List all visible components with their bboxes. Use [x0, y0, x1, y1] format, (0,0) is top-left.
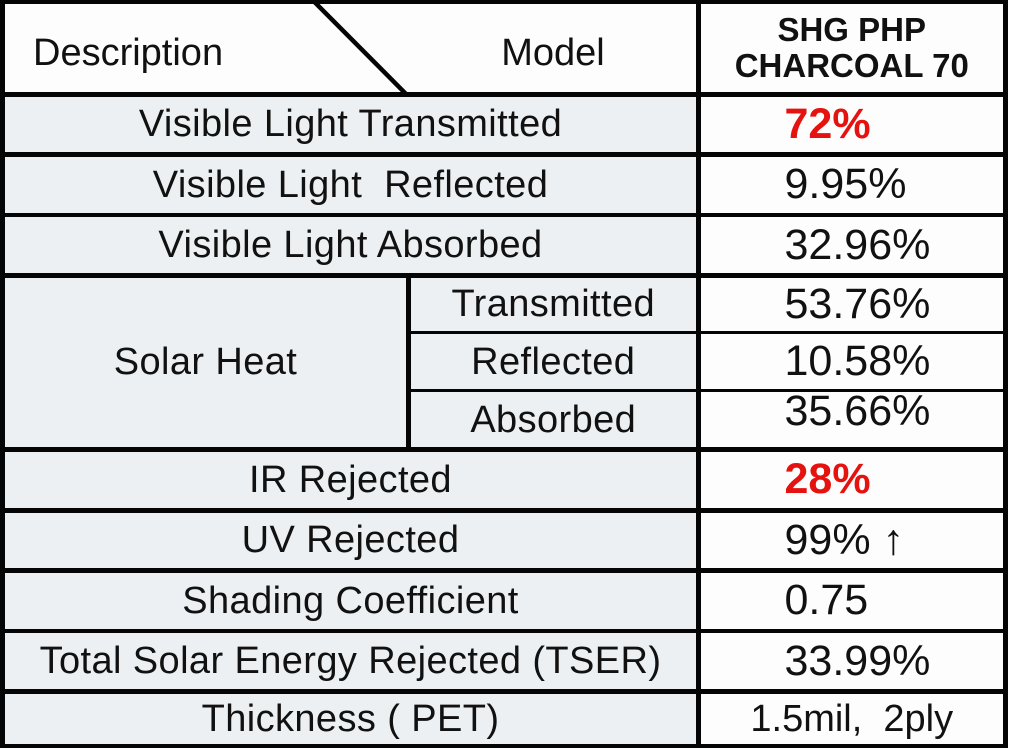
value-cell-highlighted: 28%	[700, 452, 1003, 508]
label-cell: UV Rejected	[5, 512, 696, 568]
header-diagonal-cell: Description Model	[5, 4, 696, 92]
row-value: 9.95%	[784, 160, 907, 208]
model-name-line2: CHARCOAL 70	[734, 46, 969, 84]
row-label: Shading Coefficient	[182, 579, 519, 622]
model-name-line1: SHG PHP	[777, 10, 927, 48]
sub-label-cell: Reflected	[410, 334, 696, 389]
solar-heat-group-cell: Solar Heat	[5, 277, 406, 447]
row-label: UV Rejected	[241, 519, 460, 562]
diagonal-divider-line	[313, 4, 408, 92]
row-label: Reflected	[471, 340, 636, 383]
label-cell: IR Rejected	[5, 452, 696, 508]
row-label: Visible Light Absorbed	[158, 224, 543, 266]
label-cell: Visible Light Reflected	[5, 156, 696, 213]
value-cell: 35.66%	[700, 387, 1003, 447]
value-cell: 0.75	[700, 572, 1003, 629]
row-value: 33.99%	[784, 636, 931, 685]
sub-label-cell: Transmitted	[410, 277, 696, 331]
row-visible-light-transmitted: Visible Light Transmitted 72%	[0, 96, 1008, 152]
row-shading-coefficient: Shading Coefficient 0.75	[0, 572, 1008, 629]
row-value: 1.5mil, 2ply	[750, 697, 954, 740]
row-solar-heat-absorbed: Absorbed 35.66%	[0, 387, 1008, 447]
value-cell: 9.95%	[700, 156, 1003, 213]
row-visible-light-absorbed: Visible Light Absorbed 32.96%	[0, 217, 1008, 273]
row-solar-heat-transmitted: Solar Heat Transmitted 53.76%	[0, 277, 1008, 447]
row-value: 99% ↑	[784, 515, 905, 564]
value-cell: 33.99%	[700, 633, 1003, 689]
header-row: Description Model SHG PHP CHARCOAL 70	[0, 4, 1008, 92]
value-cell: 53.76%	[700, 277, 1003, 331]
row-label: Transmitted	[451, 283, 656, 326]
label-cell: Visible Light Absorbed	[5, 217, 696, 273]
row-value: 10.58%	[784, 337, 931, 385]
row-label: Visible Light Transmitted	[138, 103, 563, 146]
sub-label-cell: Absorbed	[410, 392, 696, 447]
label-cell: Total Solar Energy Rejected (TSER)	[5, 633, 696, 689]
value-cell: 10.58%	[700, 334, 1003, 389]
description-header-label: Description	[33, 32, 224, 74]
model-header-label: Model	[501, 32, 605, 74]
label-cell: Shading Coefficient	[5, 572, 696, 629]
row-label: Visible Light Reflected	[152, 163, 549, 206]
row-ir-rejected: IR Rejected 28%	[0, 452, 1008, 508]
group-label: Solar Heat	[113, 341, 298, 384]
row-value: 53.76%	[784, 279, 931, 328]
row-value: 72%	[784, 99, 871, 148]
label-cell: Thickness ( PET)	[5, 693, 696, 744]
row-label: IR Rejected	[249, 458, 452, 501]
model-name-cell: SHG PHP CHARCOAL 70	[700, 4, 1003, 92]
row-thickness: Thickness ( PET) 1.5mil, 2ply	[0, 693, 1008, 744]
label-cell: Visible Light Transmitted	[5, 96, 696, 152]
value-cell: 99% ↑	[700, 512, 1003, 568]
row-label: Absorbed	[470, 398, 637, 441]
row-solar-heat-reflected: Reflected 10.58%	[0, 334, 1008, 389]
row-value: 32.96%	[784, 220, 931, 269]
value-cell-highlighted: 72%	[700, 96, 1003, 152]
row-value: 28%	[784, 455, 871, 504]
value-cell: 32.96%	[700, 217, 1003, 273]
value-cell: 1.5mil, 2ply	[700, 693, 1003, 744]
row-value: 0.75	[784, 576, 869, 624]
row-visible-light-reflected: Visible Light Reflected 9.95%	[0, 156, 1008, 213]
row-value: 35.66%	[784, 387, 931, 435]
row-label: Thickness ( PET)	[201, 697, 500, 740]
row-label: Total Solar Energy Rejected (TSER)	[39, 640, 662, 682]
row-total-solar-energy-rejected: Total Solar Energy Rejected (TSER) 33.99…	[0, 633, 1008, 689]
row-uv-rejected: UV Rejected 99% ↑	[0, 512, 1008, 568]
